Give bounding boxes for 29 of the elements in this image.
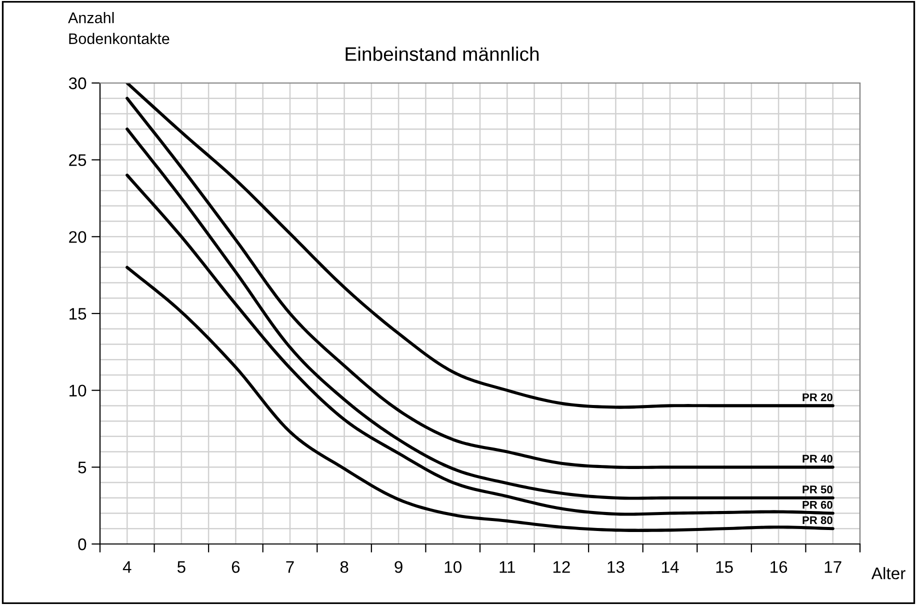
x-tick-label: 9: [394, 561, 402, 573]
x-tick-label: 4: [122, 561, 132, 573]
y-tick-label: 10: [70, 384, 86, 397]
series-label: PR 20: [802, 393, 832, 402]
y-tick-label: 5: [78, 462, 86, 474]
x-tick-label: 15: [716, 561, 733, 573]
y-tick-label: 15: [70, 308, 86, 320]
y-axis-title: Anzahl Bodenkontakte: [68, 12, 170, 44]
x-tick-label: 5: [177, 561, 186, 573]
x-tick-label: 11: [500, 561, 515, 573]
series-label: PR 80: [802, 516, 832, 524]
series-label: PR 60: [802, 500, 832, 509]
x-axis-title: Alter: [871, 567, 906, 580]
x-tick-label: 10: [444, 561, 462, 573]
y-tick-label: 25: [69, 154, 86, 166]
chart-title: Einbeinstand männlich: [346, 46, 539, 61]
x-tick-label: 6: [232, 561, 240, 573]
series-label: PR 50: [802, 486, 832, 494]
x-tick-label: 12: [553, 561, 570, 573]
x-tick-label: 13: [608, 561, 624, 573]
x-tick-label: 14: [662, 561, 679, 573]
x-tick-label: 17: [824, 561, 842, 573]
y-tick-label: 20: [69, 231, 86, 243]
x-tick-label: 8: [340, 561, 348, 573]
y-tick-label: 30: [68, 77, 86, 90]
x-tick-label: 7: [286, 561, 294, 573]
y-tick-label: 0: [78, 538, 86, 550]
series-label: PR 40: [802, 454, 832, 463]
x-tick-label: 16: [770, 561, 788, 573]
